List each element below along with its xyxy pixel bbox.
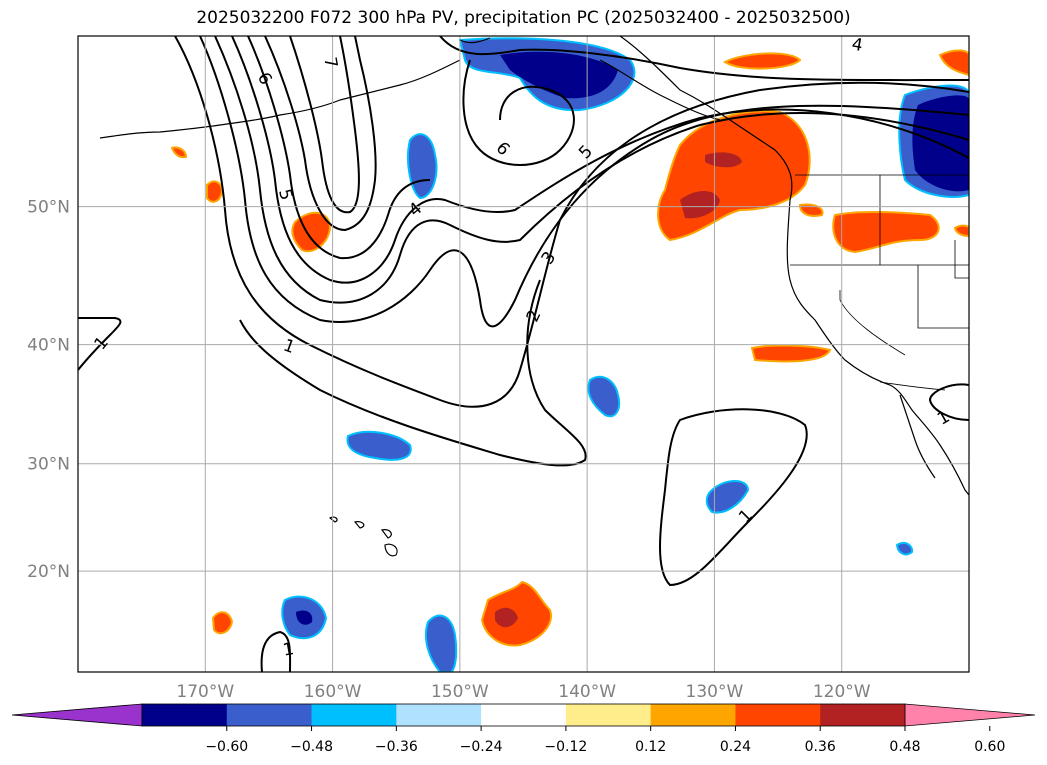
pv-contour-label: 7	[319, 56, 341, 70]
precip-negative-area	[424, 614, 458, 672]
map-title: 2025032200 F072 300 hPa PV, precipitatio…	[196, 8, 851, 28]
pv-contour-line	[214, 36, 969, 304]
colorbar-swatch	[820, 704, 906, 726]
colorbar-tick-label: −0.48	[290, 739, 333, 755]
coastline	[99, 59, 461, 139]
pv-contours	[78, 36, 969, 672]
precip-positive-area	[206, 180, 224, 203]
coastline	[599, 59, 721, 121]
precip-strong-positive-area	[495, 607, 518, 628]
latitude-tick-label: 50°N	[27, 198, 70, 218]
border-line	[954, 240, 969, 279]
colorbar-swatch	[481, 704, 567, 726]
borders	[790, 174, 969, 391]
coastline	[328, 516, 398, 557]
pv-contour-line	[289, 36, 360, 214]
precip-positive-area	[938, 49, 969, 77]
precip-negative-area	[346, 430, 412, 461]
border-line	[917, 265, 969, 329]
colorbar-tick-label: 0.12	[635, 739, 666, 755]
colorbar-tick-label: 0.60	[974, 739, 1005, 755]
pv-contour-line	[247, 36, 431, 260]
plot-frame	[77, 35, 970, 673]
precip-positive-area	[798, 203, 824, 217]
precip-negative-area	[895, 542, 914, 556]
precip-positive-area	[211, 611, 234, 635]
pv-contour-line	[462, 59, 575, 166]
precip-positive-area	[953, 224, 969, 238]
colorbar-tick-label: −0.12	[544, 739, 587, 755]
colorbar-swatch	[226, 704, 313, 726]
longitude-tick-label: 140°W	[558, 682, 616, 702]
colorbar-swatch	[142, 704, 228, 726]
colorbar-tick-label: −0.60	[205, 739, 248, 755]
colorbar-swatch	[396, 704, 482, 726]
colorbar-frame	[141, 703, 906, 727]
longitude-labels: 170°W 160°W 150°W 140°W 130°W 120°W	[176, 682, 870, 702]
border-line	[839, 290, 906, 356]
precip-strong-negative-area	[500, 51, 618, 99]
pv-contour-line	[239, 279, 587, 467]
pv-contour-label: 5	[274, 187, 296, 203]
longitude-tick-label: 120°W	[813, 682, 871, 702]
latitude-labels: 20°N 30°N 40°N 50°N	[27, 198, 70, 583]
precip-positive-area	[170, 146, 188, 159]
pv-contour-line	[439, 36, 969, 82]
coastline	[899, 394, 936, 479]
colorbar-swatch	[650, 704, 736, 726]
colorbar-extend-low	[11, 703, 143, 727]
pv-contour-label: 1	[281, 639, 295, 661]
precip-positive-area	[723, 52, 802, 70]
precip-strong-positive-area	[680, 191, 720, 219]
latitude-tick-label: 20°N	[27, 562, 70, 582]
pv-contour-line	[659, 408, 808, 587]
longitude-tick-label: 130°W	[686, 682, 744, 702]
pv-contour-line	[928, 383, 969, 421]
pv-contour-line	[264, 36, 377, 232]
longitude-tick-label: 170°W	[176, 682, 234, 702]
precip-strong-negative-area	[296, 610, 313, 625]
colorbar-tick-label: 0.48	[889, 739, 920, 755]
pv-contour-line	[260, 630, 292, 672]
pv-contour-line	[78, 317, 122, 371]
precip-positive-area	[480, 580, 552, 647]
colorbar-tick-label: −0.24	[460, 739, 503, 755]
gridlines	[78, 36, 969, 672]
longitude-tick-label: 150°W	[431, 682, 489, 702]
precip-positive-area	[832, 210, 940, 254]
border-line	[879, 381, 946, 391]
colorbar-tick-label: 0.36	[805, 739, 836, 755]
latitude-tick-label: 40°N	[27, 336, 70, 356]
precip-positive-area	[750, 344, 832, 363]
colorbar-tick-label: −0.36	[375, 739, 418, 755]
colorbar: −0.60 −0.48 −0.36 −0.24 −0.12 0.12 0.24 0.36 0.4…	[11, 703, 1036, 755]
longitude-tick-label: 160°W	[304, 682, 362, 702]
latitude-tick-label: 30°N	[27, 455, 70, 475]
coastline	[619, 36, 969, 496]
colorbar-swatch	[565, 704, 652, 726]
coastlines	[99, 36, 969, 557]
pv-contour-label: 4	[850, 34, 864, 56]
colorbar-swatch	[735, 704, 821, 726]
pv-contour-line	[199, 36, 969, 328]
pv-contour-line	[174, 36, 969, 408]
precip-negative-area	[587, 375, 621, 418]
coastline	[459, 37, 491, 44]
colorbar-tick-label: 0.24	[720, 739, 751, 755]
colorbar-extend-high	[904, 703, 1036, 727]
precip-negative-area	[705, 480, 750, 514]
colorbar-swatch	[311, 704, 397, 726]
